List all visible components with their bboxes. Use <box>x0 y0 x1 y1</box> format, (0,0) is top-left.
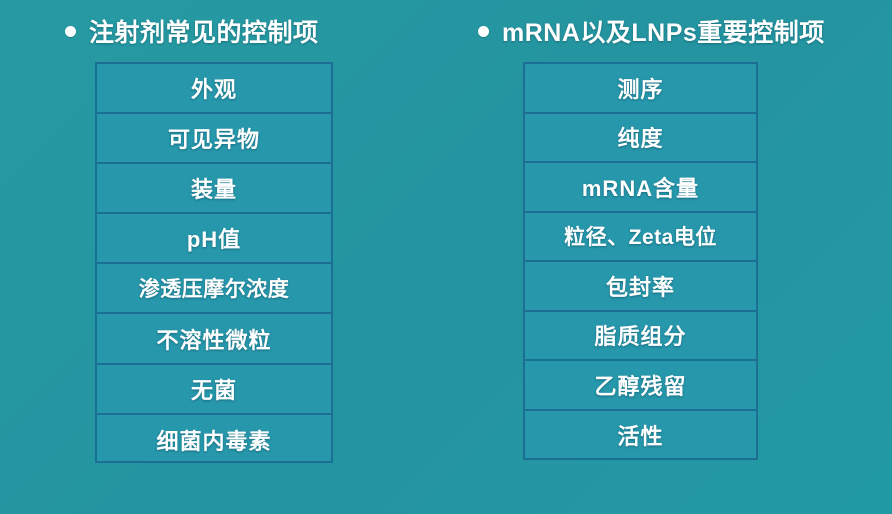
list-item: 装量 <box>97 164 331 215</box>
list-item-label: 不溶性微粒 <box>156 327 272 353</box>
list-item-label: 测序 <box>617 76 664 102</box>
list-item-label: 粒径、Zeta电位 <box>564 226 717 250</box>
list-item: 活性 <box>525 410 756 458</box>
list-item: 外观 <box>97 64 331 115</box>
list-item-label: 无菌 <box>190 377 237 403</box>
list-item: mRNA含量 <box>525 163 756 213</box>
list-item-label: pH值 <box>186 227 242 253</box>
list-item: 测序 <box>525 64 756 114</box>
column-mrna-lnp-key-controls: mRNA以及LNPs重要控制项 测序 纯度 mRNA含量 粒径、Zeta电位 包… <box>473 0 873 460</box>
list-item-label: 细菌内毒素 <box>156 428 272 454</box>
list-item-label: 渗透压摩尔浓度 <box>138 278 290 302</box>
list-item-label: 装量 <box>190 177 237 203</box>
list-item-label: 活性 <box>617 424 664 450</box>
control-item-list-left: 外观 可见异物 装量 pH值 渗透压摩尔浓度 不溶性微粒 无菌 细菌内毒素 <box>95 62 333 463</box>
column-heading-right: mRNA以及LNPs重要控制项 <box>473 0 873 62</box>
list-item-label: 外观 <box>190 77 237 103</box>
list-item: 脂质组分 <box>525 311 756 361</box>
bullet-dot-icon <box>65 25 76 37</box>
list-item-label: mRNA含量 <box>581 175 700 201</box>
list-item-label: 脂质组分 <box>594 324 687 350</box>
list-item: 可见异物 <box>97 114 331 165</box>
list-item-label: 可见异物 <box>167 127 260 153</box>
bullet-dot-icon <box>478 25 489 37</box>
list-item: 无菌 <box>97 364 331 415</box>
list-item: 细菌内毒素 <box>97 414 331 461</box>
column-heading-left: 注射剂常见的控制项 <box>60 0 400 62</box>
column-injection-common-controls: 注射剂常见的控制项 外观 可见异物 装量 pH值 渗透压摩尔浓度 不溶性微粒 无… <box>60 0 400 463</box>
list-item: 不溶性微粒 <box>97 314 331 365</box>
list-item: 粒径、Zeta电位 <box>525 212 756 262</box>
list-item-label: 乙醇残留 <box>594 373 687 399</box>
list-item: 纯度 <box>525 113 756 163</box>
column-heading-label: mRNA以及LNPs重要控制项 <box>502 19 825 47</box>
list-item-label: 纯度 <box>617 126 664 152</box>
list-item: 渗透压摩尔浓度 <box>97 264 331 315</box>
list-item: 乙醇残留 <box>525 361 756 411</box>
column-heading-label: 注射剂常见的控制项 <box>89 19 319 47</box>
list-item-label: 包封率 <box>605 274 675 300</box>
control-item-list-right: 测序 纯度 mRNA含量 粒径、Zeta电位 包封率 脂质组分 乙醇残留 活性 <box>523 62 758 460</box>
list-item: 包封率 <box>525 262 756 312</box>
list-item: pH值 <box>97 214 331 265</box>
